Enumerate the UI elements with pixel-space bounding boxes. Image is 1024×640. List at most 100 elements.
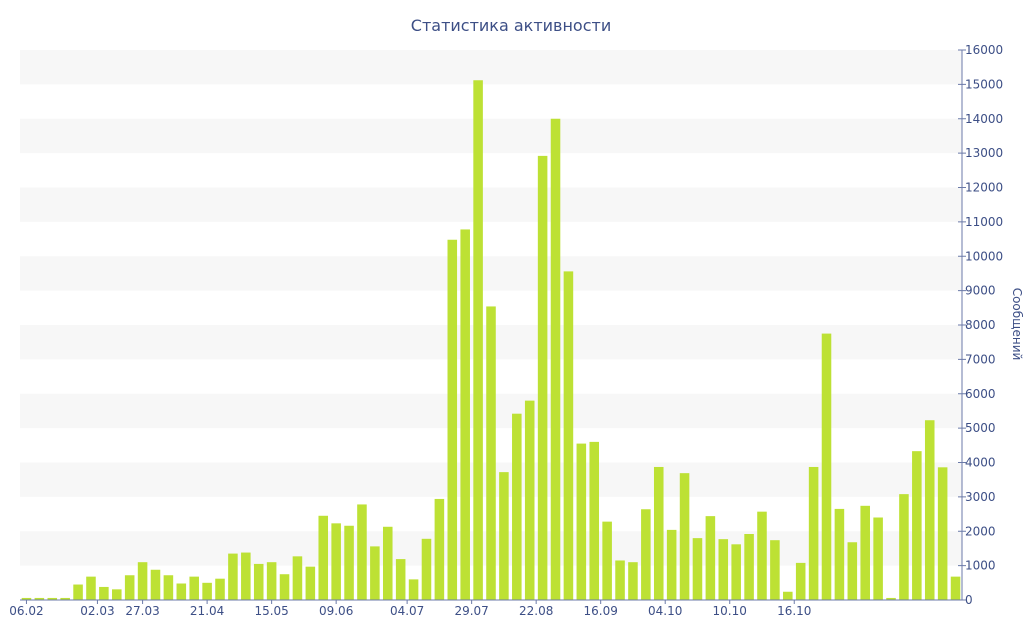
bar xyxy=(653,466,664,600)
bar xyxy=(150,569,161,600)
bar xyxy=(357,504,367,600)
grid-band xyxy=(20,50,962,85)
bar xyxy=(47,597,58,600)
bar xyxy=(434,498,445,600)
y-tick-label: 15000 xyxy=(965,77,1003,91)
bar xyxy=(370,546,380,601)
x-tick-label: 16.10 xyxy=(777,604,811,618)
y-tick-label: 1000 xyxy=(965,559,996,573)
bar xyxy=(228,553,238,600)
bar xyxy=(253,563,264,600)
y-tick-label: 10000 xyxy=(965,249,1003,263)
bar xyxy=(408,579,419,601)
x-tick-label: 04.10 xyxy=(648,604,682,618)
bar xyxy=(795,562,806,601)
bar xyxy=(99,586,109,600)
bar xyxy=(86,576,96,601)
bar xyxy=(537,155,548,601)
bar xyxy=(666,529,677,601)
y-tick-label: 0 xyxy=(965,593,973,607)
y-tick-label: 4000 xyxy=(965,456,996,470)
bar xyxy=(718,539,729,600)
bar xyxy=(215,578,225,600)
y-tick-label: 8000 xyxy=(965,318,996,332)
y-tick-label: 7000 xyxy=(965,352,996,366)
x-tick-label: 02.03 xyxy=(80,604,114,618)
bar xyxy=(137,562,148,600)
bar xyxy=(395,559,406,600)
bar xyxy=(679,473,690,600)
bar xyxy=(124,575,135,600)
bar xyxy=(847,542,858,600)
bar xyxy=(512,413,522,600)
y-tick-label: 3000 xyxy=(965,490,996,504)
bar xyxy=(331,523,341,600)
y-tick-label: 14000 xyxy=(965,112,1003,126)
y-tick-label: 11000 xyxy=(965,215,1003,229)
bar xyxy=(589,441,600,601)
y-tick-label: 5000 xyxy=(965,421,996,435)
x-tick-label: 21.04 xyxy=(190,604,224,618)
y-tick-label: 13000 xyxy=(965,146,1003,160)
bar xyxy=(279,574,290,600)
grid-band xyxy=(20,256,962,291)
x-tick-label: 16.09 xyxy=(584,604,618,618)
bar xyxy=(473,80,483,600)
bar xyxy=(447,239,458,600)
y-tick-label: 16000 xyxy=(965,43,1003,57)
bar xyxy=(189,576,199,601)
bar xyxy=(21,597,32,600)
bars xyxy=(21,80,961,601)
x-tick-label: 09.06 xyxy=(319,604,353,618)
bar xyxy=(550,118,561,600)
bar xyxy=(731,544,741,600)
bar xyxy=(460,229,470,600)
bar xyxy=(886,597,896,600)
bar xyxy=(73,584,83,600)
bar xyxy=(912,451,922,600)
grid-band xyxy=(20,187,962,222)
y-tick-label: 2000 xyxy=(965,524,996,538)
x-tick-label: 04.07 xyxy=(390,604,424,618)
bar xyxy=(860,505,870,600)
bar xyxy=(834,508,845,600)
chart-title: Статистика активности xyxy=(411,16,611,35)
bar xyxy=(163,575,174,600)
bar xyxy=(266,562,277,600)
bar xyxy=(112,589,122,600)
y-tick-label: 6000 xyxy=(965,387,996,401)
bar xyxy=(628,562,638,600)
bar xyxy=(292,556,303,600)
bar xyxy=(873,517,883,600)
bar xyxy=(176,583,187,600)
x-tick-label: 22.08 xyxy=(519,604,553,618)
bar xyxy=(576,443,587,600)
bar xyxy=(924,420,935,600)
bar xyxy=(615,560,625,600)
bar xyxy=(241,552,251,600)
y-axis-label: Сообщений xyxy=(1010,288,1024,361)
bar xyxy=(705,516,716,601)
bar xyxy=(641,509,651,600)
bar xyxy=(344,525,354,600)
bar xyxy=(783,591,793,600)
grid-band xyxy=(20,118,962,154)
bar xyxy=(524,400,535,601)
bar xyxy=(757,511,767,600)
bar xyxy=(950,576,961,601)
bar xyxy=(318,515,329,600)
y-tick-label: 12000 xyxy=(965,181,1003,195)
bar xyxy=(421,538,432,600)
bar xyxy=(937,467,948,600)
y-axis: 0 1000 2000 3000 4000 5000 6000 7000 8000 9000 100… xyxy=(958,43,1003,607)
x-tick-label: 15.05 xyxy=(254,604,288,618)
bar xyxy=(770,540,780,600)
y-tick-label: 9000 xyxy=(965,284,996,298)
bar xyxy=(744,534,754,600)
bar xyxy=(808,466,819,600)
x-tick-label: 10.10 xyxy=(713,604,747,618)
bar xyxy=(34,597,45,600)
bar xyxy=(602,521,612,601)
bar xyxy=(499,472,509,601)
bar xyxy=(305,566,316,600)
